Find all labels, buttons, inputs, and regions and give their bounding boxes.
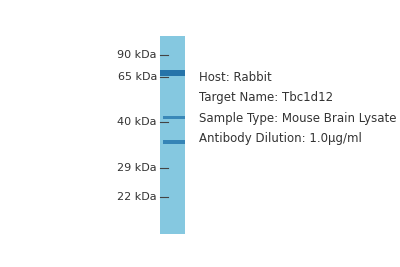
Text: 65 kDa: 65 kDa xyxy=(118,72,157,82)
Text: Antibody Dilution: 1.0µg/ml: Antibody Dilution: 1.0µg/ml xyxy=(199,132,362,146)
Bar xyxy=(163,140,185,144)
Text: 29 kDa: 29 kDa xyxy=(117,163,157,173)
Text: 22 kDa: 22 kDa xyxy=(117,191,157,202)
Text: Sample Type: Mouse Brain Lysate: Sample Type: Mouse Brain Lysate xyxy=(199,112,396,125)
Text: 90 kDa: 90 kDa xyxy=(118,50,157,60)
Bar xyxy=(160,36,185,234)
Text: 40 kDa: 40 kDa xyxy=(118,117,157,128)
Bar xyxy=(160,70,185,76)
Text: Target Name: Tbc1d12: Target Name: Tbc1d12 xyxy=(199,91,333,104)
Bar xyxy=(163,116,185,119)
Text: Host: Rabbit: Host: Rabbit xyxy=(199,71,272,84)
